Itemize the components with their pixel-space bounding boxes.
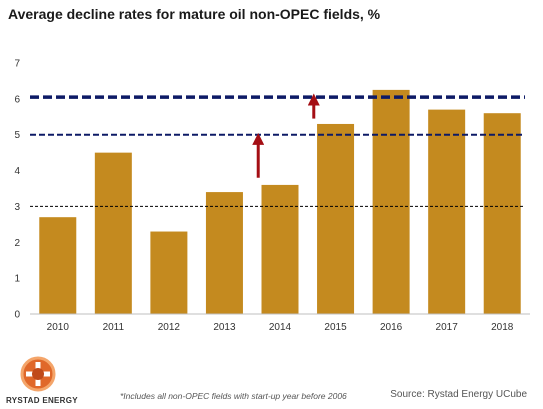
bar (150, 231, 188, 314)
x-tick-label: 2011 (103, 322, 125, 333)
x-tick-label: 2018 (491, 322, 514, 333)
bar (94, 152, 132, 314)
bar (317, 123, 355, 314)
x-tick-label: 2013 (213, 322, 236, 333)
x-tick-label: 2010 (47, 322, 70, 333)
bar (428, 109, 466, 314)
chart-title: Average decline rates for mature oil non… (8, 6, 381, 22)
y-tick-label: 6 (14, 94, 20, 105)
bar (205, 192, 243, 314)
y-tick-label: 7 (14, 59, 20, 70)
y-tick-label: 1 (14, 274, 20, 285)
brand-name: RYSTAD ENERGY (6, 396, 78, 405)
y-tick-label: 5 (14, 130, 20, 141)
rystad-logo (8, 352, 68, 407)
bar (372, 89, 410, 315)
bar (261, 184, 299, 314)
y-tick-label: 2 (14, 238, 20, 249)
bar (483, 113, 521, 314)
x-tick-label: 2012 (158, 322, 181, 333)
x-tick-label: 2016 (380, 322, 403, 333)
x-tick-label: 2017 (436, 322, 459, 333)
y-tick-label: 3 (14, 202, 20, 213)
y-tick-label: 0 (14, 310, 20, 321)
bar (39, 217, 77, 314)
x-tick-label: 2014 (269, 322, 292, 333)
x-tick-label: 2015 (324, 322, 347, 333)
y-tick-label: 4 (14, 166, 20, 177)
footnote: *Includes all non-OPEC fields with start… (120, 391, 347, 401)
source-label: Source: Rystad Energy UCube (390, 389, 527, 400)
